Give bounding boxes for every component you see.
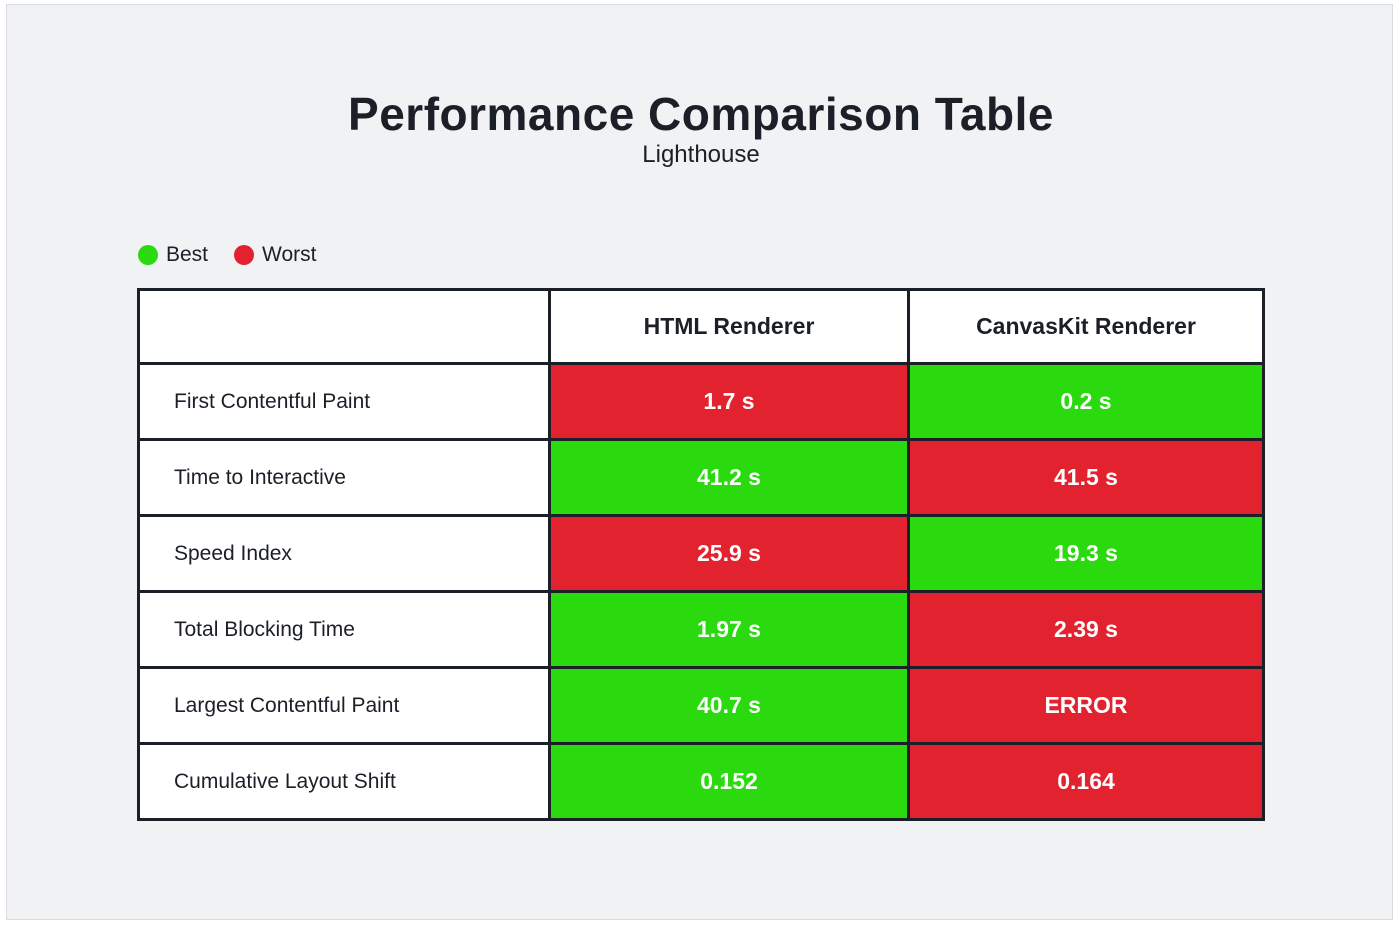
header-cell-html-renderer: HTML Renderer xyxy=(548,288,910,365)
legend-dot-best xyxy=(138,245,158,265)
chart-frame: Performance Comparison Table Lighthouse … xyxy=(6,4,1393,920)
value-cell-html: 25.9 s xyxy=(548,514,910,593)
metric-label: Largest Contentful Paint xyxy=(137,666,551,745)
value-cell-html: 0.152 xyxy=(548,742,910,821)
value-cell-html: 41.2 s xyxy=(548,438,910,517)
value-cell-html: 40.7 s xyxy=(548,666,910,745)
metric-label: First Contentful Paint xyxy=(137,362,551,441)
legend-item-worst: Worst xyxy=(234,243,316,267)
table-row: First Contentful Paint 1.7 s 0.2 s xyxy=(137,362,1265,441)
chart-subtitle: Lighthouse xyxy=(642,141,760,168)
metric-label: Time to Interactive xyxy=(137,438,551,517)
header-row: HTML Renderer CanvasKit Renderer xyxy=(137,288,1265,365)
value-cell-canvaskit: 0.2 s xyxy=(907,362,1265,441)
legend: Best Worst xyxy=(138,243,342,267)
header-cell-canvaskit-renderer: CanvasKit Renderer xyxy=(907,288,1265,365)
metric-label: Total Blocking Time xyxy=(137,590,551,669)
metric-label: Speed Index xyxy=(137,514,551,593)
value-cell-canvaskit: ERROR xyxy=(907,666,1265,745)
value-cell-html: 1.97 s xyxy=(548,590,910,669)
header-cell-metric xyxy=(137,288,551,365)
value-cell-canvaskit: 41.5 s xyxy=(907,438,1265,517)
legend-dot-worst xyxy=(234,245,255,265)
table-row: Cumulative Layout Shift 0.152 0.164 xyxy=(137,742,1265,821)
value-cell-canvaskit: 19.3 s xyxy=(907,514,1265,593)
table-row: Time to Interactive 41.2 s 41.5 s xyxy=(137,438,1265,517)
legend-label-best: Best xyxy=(166,243,209,266)
performance-table: HTML Renderer CanvasKit Renderer First C… xyxy=(137,288,1265,821)
metric-label: Cumulative Layout Shift xyxy=(137,742,551,821)
table-row: Largest Contentful Paint 40.7 s ERROR xyxy=(137,666,1265,745)
table-row: Speed Index 25.9 s 19.3 s xyxy=(137,514,1265,593)
legend-item-best: Best xyxy=(138,243,208,267)
chart-title: Performance Comparison Table xyxy=(348,88,1054,140)
legend-label-worst: Worst xyxy=(262,243,317,266)
table-row: Total Blocking Time 1.97 s 2.39 s xyxy=(137,590,1265,669)
value-cell-html: 1.7 s xyxy=(548,362,910,441)
value-cell-canvaskit: 2.39 s xyxy=(907,590,1265,669)
value-cell-canvaskit: 0.164 xyxy=(907,742,1265,821)
